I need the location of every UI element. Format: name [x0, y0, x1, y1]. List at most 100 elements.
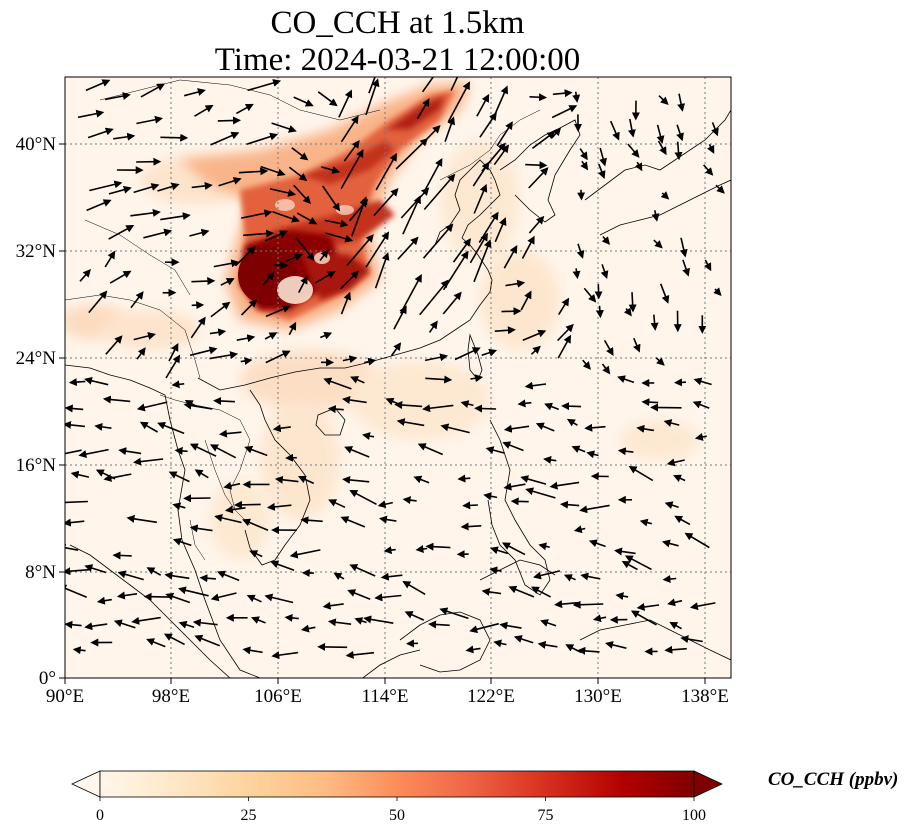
lon-tick-label: 138°E: [681, 686, 729, 707]
wind-arrow: [557, 334, 571, 359]
wind-arrow: [684, 532, 710, 549]
wind-arrow: [440, 423, 470, 434]
wind-arrow: [103, 473, 132, 482]
wind-arrow: [374, 252, 390, 289]
wind-arrow: [614, 547, 636, 556]
wind-arrow: [558, 297, 570, 316]
wind-arrow: [349, 489, 377, 506]
wind-arrow: [628, 465, 654, 482]
wind-arrow: [577, 646, 600, 655]
wind-arrow: [327, 618, 352, 627]
wind-arrow: [242, 646, 263, 655]
wind-arrow: [599, 147, 607, 167]
wind-arrow: [663, 419, 680, 427]
wind-arrow: [703, 259, 712, 272]
wind-arrow: [297, 275, 308, 293]
wind-arrow: [584, 423, 606, 432]
wind-arrow: [87, 127, 114, 139]
wind-arrow: [552, 89, 573, 98]
wind-arrow: [374, 593, 402, 602]
wind-arrow: [168, 471, 190, 483]
wind-arrow: [246, 132, 279, 145]
map-frame: [64, 76, 732, 679]
wind-arrow: [346, 234, 374, 267]
wind-arrow: [502, 441, 524, 452]
wind-arrow: [402, 195, 421, 235]
wind-arrow: [274, 475, 299, 484]
wind-arrow: [242, 518, 269, 531]
wind-arrow: [537, 640, 558, 649]
wind-arrow: [214, 514, 242, 524]
wind-arrow: [481, 587, 502, 596]
wind-arrow: [105, 335, 123, 355]
wind-arrow: [266, 502, 292, 511]
wind-arrow: [677, 93, 686, 112]
wind-arrow: [501, 307, 522, 316]
wind-arrow: [397, 236, 419, 260]
wind-arrow: [78, 448, 109, 458]
wind-arrow: [165, 592, 191, 604]
wind-arrow: [178, 620, 195, 629]
wind-arrow: [65, 518, 85, 527]
wind-arrow: [416, 98, 430, 120]
wind-arrow: [505, 279, 526, 288]
wind-arrow: [661, 539, 679, 548]
wind-arrow: [535, 422, 555, 432]
wind-arrow: [667, 598, 683, 607]
wind-arrow: [213, 259, 240, 268]
wind-arrow: [364, 357, 377, 366]
wind-arrow: [288, 166, 308, 182]
wind-arrow: [130, 291, 144, 309]
wind-arrow: [68, 378, 86, 387]
wind-arrow: [333, 572, 345, 581]
wind-arrow: [493, 639, 507, 648]
wind-arrow: [65, 620, 82, 629]
wind-arrow: [469, 622, 499, 634]
wind-arrow: [136, 401, 168, 412]
wind-arrow: [213, 397, 235, 406]
wind-arrow: [524, 381, 547, 390]
wind-arrow: [417, 443, 444, 456]
wind-arrow: [65, 584, 88, 598]
wind-arrow: [108, 185, 132, 195]
wind-arrow: [494, 217, 507, 243]
wind-arrow: [165, 354, 181, 379]
wind-arrow: [711, 122, 719, 137]
wind-arrow: [285, 253, 303, 262]
wind-arrow: [183, 401, 213, 410]
wind-arrow: [236, 334, 256, 343]
wind-arrow: [428, 620, 450, 629]
wind-arrow: [383, 546, 396, 555]
wind-arrow: [327, 405, 344, 414]
wind-arrow: [664, 501, 679, 509]
wind-arrow: [246, 594, 262, 603]
wind-arrow: [70, 470, 90, 479]
wind-arrow: [615, 592, 629, 601]
wind-arrow: [265, 350, 291, 364]
wind-arrow: [295, 237, 315, 262]
wind-arrow: [84, 376, 109, 386]
wind-arrow: [669, 621, 682, 630]
wind-arrow: [160, 133, 189, 142]
wind-arrow: [319, 249, 329, 261]
wind-arrow: [174, 446, 188, 455]
wind-arrow: [238, 167, 269, 176]
wind-arrow: [288, 321, 297, 336]
wind-arrow: [628, 292, 637, 313]
wind-arrow: [317, 91, 338, 107]
wind-arrow: [351, 196, 368, 237]
wind-arrow: [560, 500, 580, 509]
wind-arrow: [503, 245, 518, 269]
wind-arrow: [551, 127, 562, 139]
wind-arrow: [580, 160, 589, 171]
wind-arrow: [89, 180, 123, 192]
wind-arrow: [520, 475, 547, 485]
wind-arrow: [508, 585, 535, 598]
wind-arrow: [108, 225, 135, 240]
wind-arrow: [396, 418, 425, 427]
wind-arrow: [674, 378, 687, 387]
wind-arrow: [572, 91, 581, 103]
wind-arrow: [566, 418, 578, 427]
wind-arrow: [139, 421, 158, 433]
wind-arrow: [183, 88, 206, 97]
